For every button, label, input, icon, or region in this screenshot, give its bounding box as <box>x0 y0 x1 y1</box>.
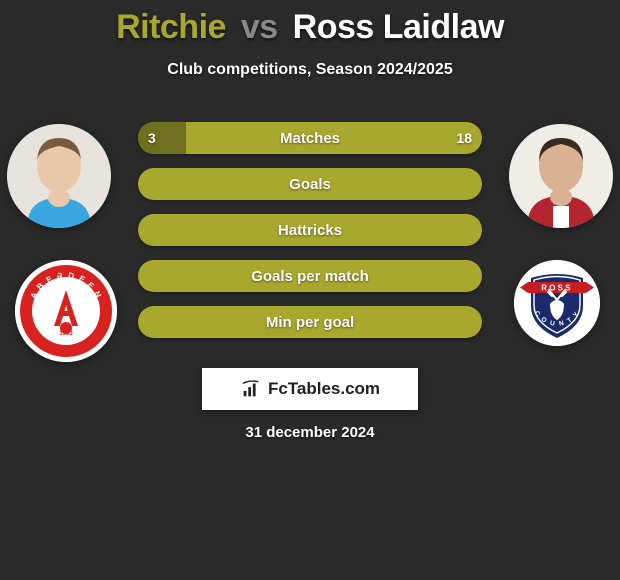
bar-goals-label: Goals <box>138 168 482 200</box>
comparison-card: Ritchie vs Ross Laidlaw Club competition… <box>0 0 620 79</box>
title-player2: Ross Laidlaw <box>293 8 504 46</box>
date-text: 31 december 2024 <box>0 424 620 441</box>
subtitle: Club competitions, Season 2024/2025 <box>0 61 620 79</box>
player1-photo <box>7 124 111 228</box>
bar-matches-label: Matches <box>138 122 482 154</box>
bar-hattricks: Hattricks <box>138 214 482 246</box>
attribution-box[interactable]: FcTables.com <box>202 368 418 410</box>
stat-bars: 3 Matches 18 Goals Hattricks Goals per m… <box>138 122 482 352</box>
bar-hattricks-label: Hattricks <box>138 214 482 246</box>
bar-mpg-label: Min per goal <box>138 306 482 338</box>
bar-min-per-goal: Min per goal <box>138 306 482 338</box>
attribution-text: FcTables.com <box>268 379 380 399</box>
player2-photo <box>509 124 613 228</box>
title-player1: Ritchie <box>116 8 226 46</box>
svg-text:ROSS: ROSS <box>541 284 572 293</box>
bar-matches: 3 Matches 18 <box>138 122 482 154</box>
bar-matches-right-value: 18 <box>456 122 472 154</box>
svg-text:1903: 1903 <box>59 331 73 337</box>
club1-badge: A B E R D E E N F O O T B A L L C L U B … <box>15 260 117 362</box>
club2-badge: ROSS C O U N T Y <box>514 260 600 346</box>
title-vs: vs <box>241 8 278 46</box>
chart-icon <box>240 378 262 400</box>
page-title: Ritchie vs Ross Laidlaw <box>0 0 620 47</box>
bar-goals: Goals <box>138 168 482 200</box>
bar-goals-per-match: Goals per match <box>138 260 482 292</box>
bar-gpm-label: Goals per match <box>138 260 482 292</box>
